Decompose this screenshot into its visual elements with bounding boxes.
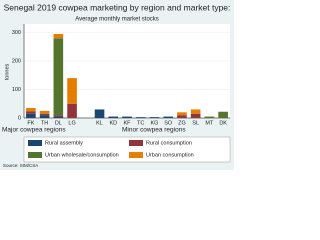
bar (218, 111, 228, 118)
x-tick-label: DL (55, 120, 62, 126)
chart-title: Senegal 2019 cowpea marketing by region … (4, 2, 231, 12)
bar (177, 115, 187, 118)
bar (53, 33, 64, 39)
bar (39, 110, 50, 114)
x-tick-label: MT (205, 120, 214, 126)
y-tick-label: 300 (12, 30, 21, 36)
bar (177, 112, 187, 116)
legend-label: Rural assembly (45, 140, 83, 146)
x-tick-label: KD (109, 120, 117, 126)
y-tick-label: 100 (12, 87, 21, 93)
legend-swatch (28, 140, 42, 146)
x-tick-label: DK (219, 120, 227, 126)
bar (190, 109, 201, 114)
source: Source: SIM/CSA (3, 163, 38, 168)
bar (67, 78, 77, 104)
bar (190, 113, 201, 118)
bar (204, 116, 215, 118)
x-tick-label: SO (164, 120, 173, 126)
x-tick-label: TH (41, 120, 48, 126)
bar (122, 116, 132, 118)
chart-subtitle: Average monthly market stocks (75, 17, 159, 23)
bar (39, 115, 50, 118)
x-tick-label: ZG (178, 120, 186, 126)
bar (149, 117, 160, 118)
group-label: Major cowpea regions (2, 127, 66, 134)
bar (108, 116, 119, 118)
bar (53, 38, 64, 116)
legend-label: Urban wholesale/consumption (45, 152, 119, 158)
y-tick-label: 0 (18, 115, 21, 121)
legend (23, 136, 231, 163)
bar (26, 108, 36, 112)
y-tick-label: 200 (12, 58, 21, 64)
x-tick-label: FK (27, 120, 34, 126)
group-label: Minor cowpea regions (122, 127, 186, 134)
legend-swatch (129, 152, 143, 158)
bar (53, 116, 64, 118)
bar (163, 116, 174, 118)
x-tick-label: KG (150, 120, 158, 126)
x-tick-label: SL (192, 120, 199, 126)
legend-label: Rural consumption (146, 140, 192, 146)
bar (135, 117, 146, 118)
x-tick-label: KF (123, 120, 131, 126)
y-axis-label: tonnes (4, 63, 10, 80)
chart: Senegal 2019 cowpea marketing by region … (0, 0, 234, 170)
x-tick-label: KL (96, 120, 103, 126)
x-tick-label: LG (68, 120, 75, 126)
legend-label: Urban consumption (146, 152, 194, 158)
bar (26, 111, 36, 114)
bar (53, 115, 64, 117)
legend-swatch (28, 152, 42, 158)
legend-swatch (129, 140, 143, 146)
bar (39, 113, 50, 116)
bar (26, 113, 36, 118)
bar (94, 109, 105, 118)
bar (67, 103, 77, 118)
x-tick-label: TC (137, 120, 144, 126)
